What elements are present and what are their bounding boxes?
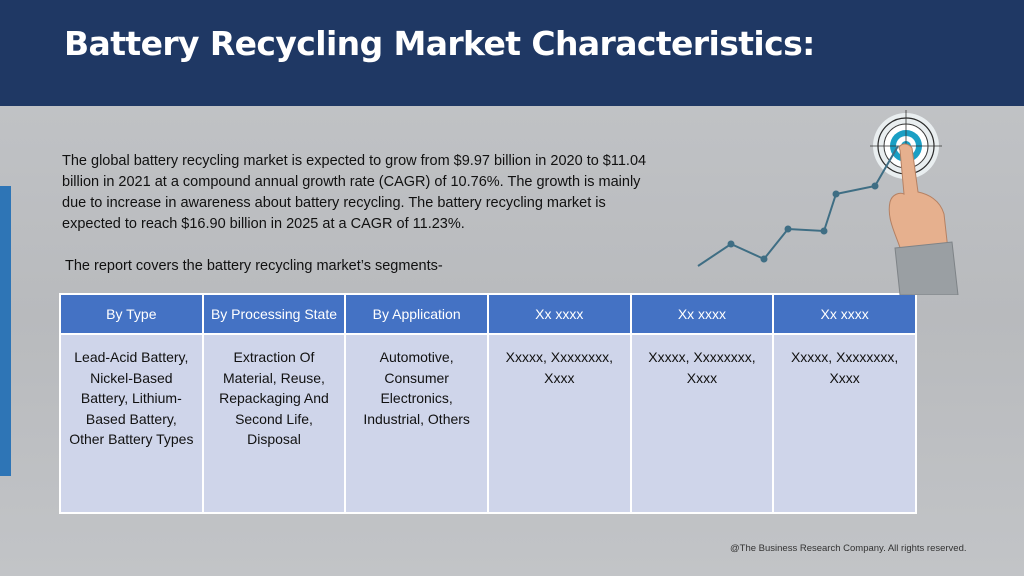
- table-header-row: By Type By Processing State By Applicati…: [59, 293, 917, 335]
- table-cell: Xxxxx, Xxxxxxxx, Xxxx: [486, 333, 632, 514]
- growth-line-icon: [697, 145, 899, 267]
- table-header-cell: Xx xxxx: [772, 293, 917, 335]
- hand-icon: [888, 143, 959, 295]
- intro-paragraph: The global battery recycling market is e…: [62, 153, 647, 232]
- segments-table: By Type By Processing State By Applicati…: [59, 293, 917, 514]
- table-cell: Lead-Acid Battery, Nickel-Based Battery,…: [59, 333, 204, 514]
- table-header-cell: By Type: [59, 293, 204, 335]
- table-row: Lead-Acid Battery, Nickel-Based Battery,…: [59, 333, 917, 514]
- table-cell: Automotive, Consumer Electronics, Indust…: [344, 333, 489, 514]
- table-cell: Xxxxx, Xxxxxxxx, Xxxx: [629, 333, 775, 514]
- growth-chart-target-hand-icon: [697, 110, 959, 295]
- segments-intro: The report covers the battery recycling …: [65, 258, 443, 274]
- table-header-cell: Xx xxxx: [629, 293, 775, 335]
- page-title: Battery Recycling Market Characteristics…: [64, 24, 815, 63]
- copyright-footer: @The Business Research Company. All righ…: [730, 543, 967, 554]
- table-cell: Extraction Of Material, Reuse, Repackagi…: [201, 333, 347, 514]
- header-bar: Battery Recycling Market Characteristics…: [0, 0, 1024, 106]
- table-header-cell: By Application: [344, 293, 489, 335]
- left-accent-bar: [0, 186, 11, 476]
- table-header-cell: Xx xxxx: [486, 293, 632, 335]
- table-cell: Xxxxx, Xxxxxxxx, Xxxx: [772, 333, 917, 514]
- table-header-cell: By Processing State: [201, 293, 347, 335]
